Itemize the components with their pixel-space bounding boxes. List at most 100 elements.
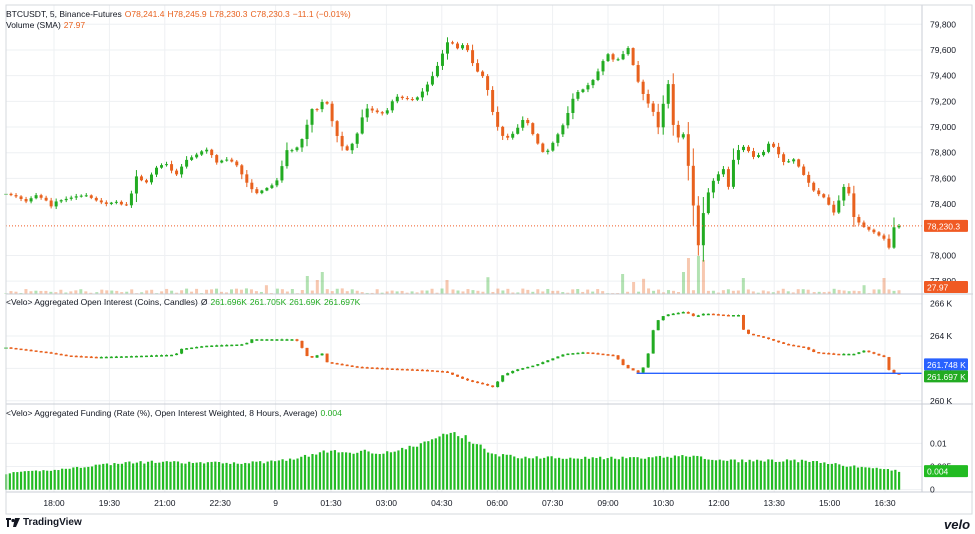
volume-bar xyxy=(185,288,189,294)
oi-candle xyxy=(556,356,560,359)
funding-bar xyxy=(778,461,781,490)
price-candle xyxy=(536,134,540,144)
price-candle xyxy=(190,157,194,160)
oi-blue-tag: 261.748 K xyxy=(927,360,966,370)
oi-candle xyxy=(24,349,28,351)
tradingview-brand[interactable]: TradingView xyxy=(6,517,82,528)
oi-candle xyxy=(34,350,38,352)
funding-bar xyxy=(868,467,871,490)
funding-bar xyxy=(830,463,833,490)
oi-candle xyxy=(99,356,103,359)
funding-bar xyxy=(827,463,830,490)
funding-bar xyxy=(206,462,209,490)
funding-bar xyxy=(539,458,542,490)
funding-legend[interactable]: <Velo> Aggregated Funding (Rate (%), Ope… xyxy=(6,408,345,419)
volume-bar xyxy=(430,288,434,294)
volume-bar xyxy=(305,276,309,294)
funding-bar xyxy=(614,458,617,490)
funding-bar xyxy=(255,461,258,490)
funding-bar xyxy=(643,458,647,490)
volume-bar xyxy=(887,289,891,294)
oi-candle xyxy=(787,343,791,346)
volume-bar xyxy=(190,291,194,294)
price-candle xyxy=(466,45,470,51)
volume-bar xyxy=(781,288,785,294)
funding-bar xyxy=(554,458,557,490)
funding-bar xyxy=(195,462,198,490)
volume-bar xyxy=(140,292,144,294)
oi-candle xyxy=(14,347,18,350)
oi-label[interactable]: <Velo> Aggregated Open Interest (Coins, … xyxy=(6,297,198,307)
volume-bar xyxy=(125,291,129,294)
funding-bar xyxy=(102,463,105,490)
oi-candle xyxy=(867,350,871,353)
funding-bar xyxy=(875,467,878,490)
funding-bar xyxy=(670,457,673,490)
oi-candle xyxy=(601,353,605,356)
price-candle xyxy=(79,195,83,197)
volume-bar xyxy=(847,291,851,294)
funding-bar xyxy=(270,460,273,490)
funding-bar xyxy=(453,432,456,490)
volume-bar xyxy=(621,274,625,294)
volume-value: 27.97 xyxy=(63,20,86,30)
price-axis[interactable]: 79,800 79,600 79,400 79,200 79,000 78,800 78,6… xyxy=(930,19,956,494)
funding-label[interactable]: <Velo> Aggregated Funding (Rate (%), Ope… xyxy=(6,408,318,418)
oi-candle xyxy=(897,373,901,375)
time-tick-label: 04:30 xyxy=(431,498,453,508)
price-candle xyxy=(671,84,675,125)
funding-bar xyxy=(274,461,277,490)
oi-legend[interactable]: <Velo> Aggregated Open Interest (Coins, … xyxy=(6,297,363,308)
price-candle xyxy=(666,84,670,104)
price-candle xyxy=(270,185,274,188)
funding-bar xyxy=(628,457,632,490)
funding-bar xyxy=(382,453,385,490)
funding-bar xyxy=(856,467,860,490)
funding-bar xyxy=(565,458,568,490)
oi-candle xyxy=(235,344,239,346)
volume-bar xyxy=(180,290,184,294)
volume-bar xyxy=(662,292,666,294)
funding-bar xyxy=(117,463,120,490)
time-axis[interactable]: 18:00 19:30 21:00 22:30 9 01:30 03:00 04:30 06:0… xyxy=(43,498,896,508)
oi-candle xyxy=(832,353,836,355)
oi-candle xyxy=(420,369,424,372)
symbol-label[interactable]: BTCUSDT, 5, Binance-Futures xyxy=(6,9,122,19)
funding-bar xyxy=(789,460,792,490)
funding-bar xyxy=(442,433,445,490)
funding-bar xyxy=(838,464,841,490)
funding-bar xyxy=(763,461,766,490)
price-candle xyxy=(621,54,625,60)
oi-candle xyxy=(205,345,209,348)
funding-bar xyxy=(352,453,355,490)
funding-bar xyxy=(356,452,359,490)
price-candle xyxy=(305,124,309,140)
price-candle xyxy=(762,151,766,156)
funding-bar xyxy=(303,454,307,490)
oi-candle xyxy=(185,348,189,350)
oi-candle xyxy=(666,314,670,317)
price-candle xyxy=(139,176,143,181)
funding-bar xyxy=(423,441,426,490)
oi-candle xyxy=(275,339,279,341)
funding-bar xyxy=(501,454,505,490)
price-candle xyxy=(445,42,449,54)
volume-label[interactable]: Volume (SMA) xyxy=(6,20,61,30)
oi-candle xyxy=(39,351,43,353)
volume-bar xyxy=(365,292,369,294)
funding-bar xyxy=(191,463,195,490)
funding-bar xyxy=(378,454,381,490)
volume-legend[interactable]: Volume (SMA) 27.97 xyxy=(6,20,88,31)
oi-candle xyxy=(230,344,234,347)
price-candle xyxy=(641,81,645,94)
price-candle xyxy=(365,108,369,118)
volume-bar xyxy=(481,291,485,294)
oi-candle xyxy=(104,356,108,359)
oi-candle xyxy=(651,330,655,354)
funding-bar xyxy=(531,458,535,490)
price-legend[interactable]: BTCUSDT, 5, Binance-Futures O78,241.4 H78,… xyxy=(6,9,354,20)
price-tick-label: 79,400 xyxy=(930,71,956,81)
funding-bar xyxy=(576,458,579,490)
oi-candle xyxy=(114,356,118,359)
